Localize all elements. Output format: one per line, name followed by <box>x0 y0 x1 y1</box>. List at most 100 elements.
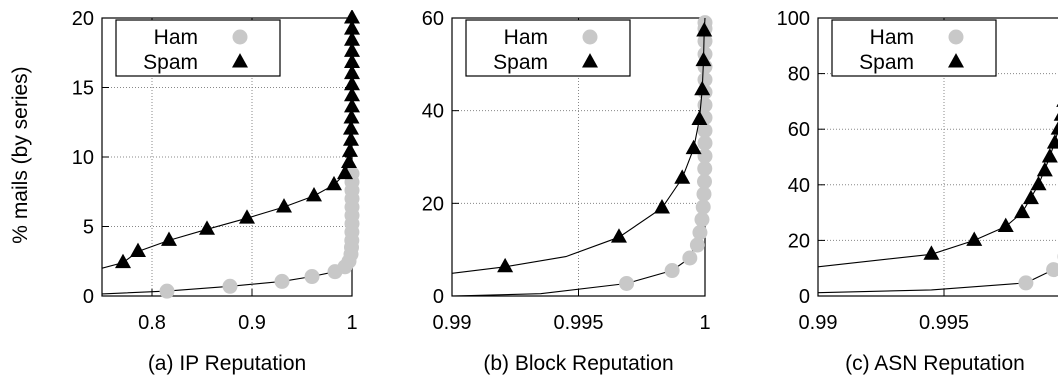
y-tick-label: 60 <box>788 119 810 141</box>
y-tick-label: 15 <box>72 78 94 100</box>
data-point-spam <box>1022 189 1039 205</box>
panel-caption: (b) Block Reputation <box>483 352 673 375</box>
data-point-spam <box>344 98 360 113</box>
data-layer <box>818 103 1058 294</box>
legend-box <box>465 19 631 77</box>
x-tick-label: 0.9 <box>238 312 266 334</box>
data-layer <box>102 10 360 299</box>
y-tick-label: 100 <box>777 8 810 30</box>
data-point-spam <box>239 209 255 224</box>
data-point-spam <box>343 109 360 124</box>
data-point-spam <box>696 22 713 37</box>
x-tick-label: 0.99 <box>433 312 472 334</box>
data-point-spam <box>344 42 360 57</box>
legend-box <box>831 19 997 77</box>
legend-marker-spam <box>232 53 248 68</box>
data-point-ham <box>695 199 711 215</box>
data-point-ham <box>696 186 712 202</box>
x-tick-label: 1 <box>346 312 357 334</box>
legend-label-ham: Ham <box>870 26 914 49</box>
y-tick-label: 20 <box>422 193 444 215</box>
data-point-ham <box>222 278 238 294</box>
legend-label-spam: Spam <box>493 51 548 74</box>
y-tick-label: 5 <box>83 217 94 239</box>
data-point-spam <box>1053 112 1058 121</box>
data-point-spam <box>344 75 360 91</box>
data-point-spam <box>1030 175 1047 191</box>
data-point-ham <box>697 123 713 139</box>
y-tick-label: 60 <box>422 8 444 30</box>
panel-caption: (a) IP Reputation <box>148 352 306 375</box>
data-point-spam <box>695 51 712 67</box>
data-point-spam <box>1041 148 1058 163</box>
data-point-spam <box>674 169 691 184</box>
data-point-ham <box>664 263 680 279</box>
chart-panel-3: 0.990.9951020406080100HamSpam(c) ASN Rep… <box>777 8 1058 375</box>
data-point-ham <box>159 283 175 299</box>
legend-label-ham: Ham <box>154 26 198 49</box>
legend-box <box>115 19 281 77</box>
legend-label-spam: Spam <box>859 51 914 74</box>
legend-marker-ham <box>232 29 248 45</box>
data-point-spam <box>653 199 670 214</box>
data-point-spam <box>685 139 702 155</box>
data-point-spam <box>343 131 359 146</box>
data-point-spam <box>344 10 360 24</box>
data-point-spam <box>342 142 358 157</box>
y-axis-title: % mails (by series) <box>9 66 32 243</box>
y-tick-label: 0 <box>83 286 94 308</box>
data-point-ham <box>619 275 635 291</box>
y-tick-label: 10 <box>72 147 94 169</box>
data-point-ham <box>696 174 712 190</box>
data-point-spam <box>694 80 711 96</box>
data-point-ham <box>304 269 320 285</box>
y-tick-label: 0 <box>799 286 810 308</box>
y-tick-label: 80 <box>788 64 810 86</box>
data-point-spam <box>276 198 292 213</box>
data-point-spam <box>130 242 146 257</box>
y-tick-label: 20 <box>72 8 94 30</box>
data-point-spam <box>691 110 708 125</box>
data-point-spam <box>306 186 322 202</box>
legend-marker-spam <box>582 53 598 68</box>
data-point-spam <box>344 53 360 68</box>
data-point-ham <box>697 135 713 151</box>
data-point-ham <box>692 225 708 241</box>
data-point-ham <box>274 273 290 289</box>
data-point-spam <box>161 231 177 246</box>
data-point-spam <box>344 31 360 46</box>
panel-caption: (c) ASN Reputation <box>845 352 1025 375</box>
legend-marker-ham <box>948 29 964 45</box>
data-point-spam <box>343 120 359 135</box>
data-point-ham <box>1046 262 1058 278</box>
data-point-ham <box>697 72 713 88</box>
data-point-spam <box>966 231 983 246</box>
data-point-ham <box>689 237 705 253</box>
x-tick-label: 0.995 <box>919 312 969 334</box>
x-tick-label: 1 <box>699 312 710 334</box>
data-point-spam <box>497 257 514 273</box>
y-tick-label: 0 <box>433 286 444 308</box>
data-point-spam <box>115 253 131 269</box>
data-point-spam <box>923 245 940 260</box>
data-point-spam <box>341 153 357 169</box>
legend-label-spam: Spam <box>143 51 198 74</box>
data-layer <box>452 15 713 297</box>
data-point-spam <box>344 86 360 102</box>
data-point-spam <box>344 64 360 80</box>
data-point-spam <box>199 220 215 235</box>
series-line-ham <box>818 263 1058 294</box>
y-tick-label: 20 <box>788 230 810 252</box>
data-point-ham <box>697 161 713 177</box>
data-point-ham <box>682 250 698 266</box>
data-point-spam <box>1014 203 1031 219</box>
data-point-ham <box>697 33 713 49</box>
data-point-spam <box>610 228 627 243</box>
legend-label-ham: Ham <box>504 26 548 49</box>
y-tick-label: 40 <box>788 175 810 197</box>
x-tick-label: 0.8 <box>138 312 166 334</box>
